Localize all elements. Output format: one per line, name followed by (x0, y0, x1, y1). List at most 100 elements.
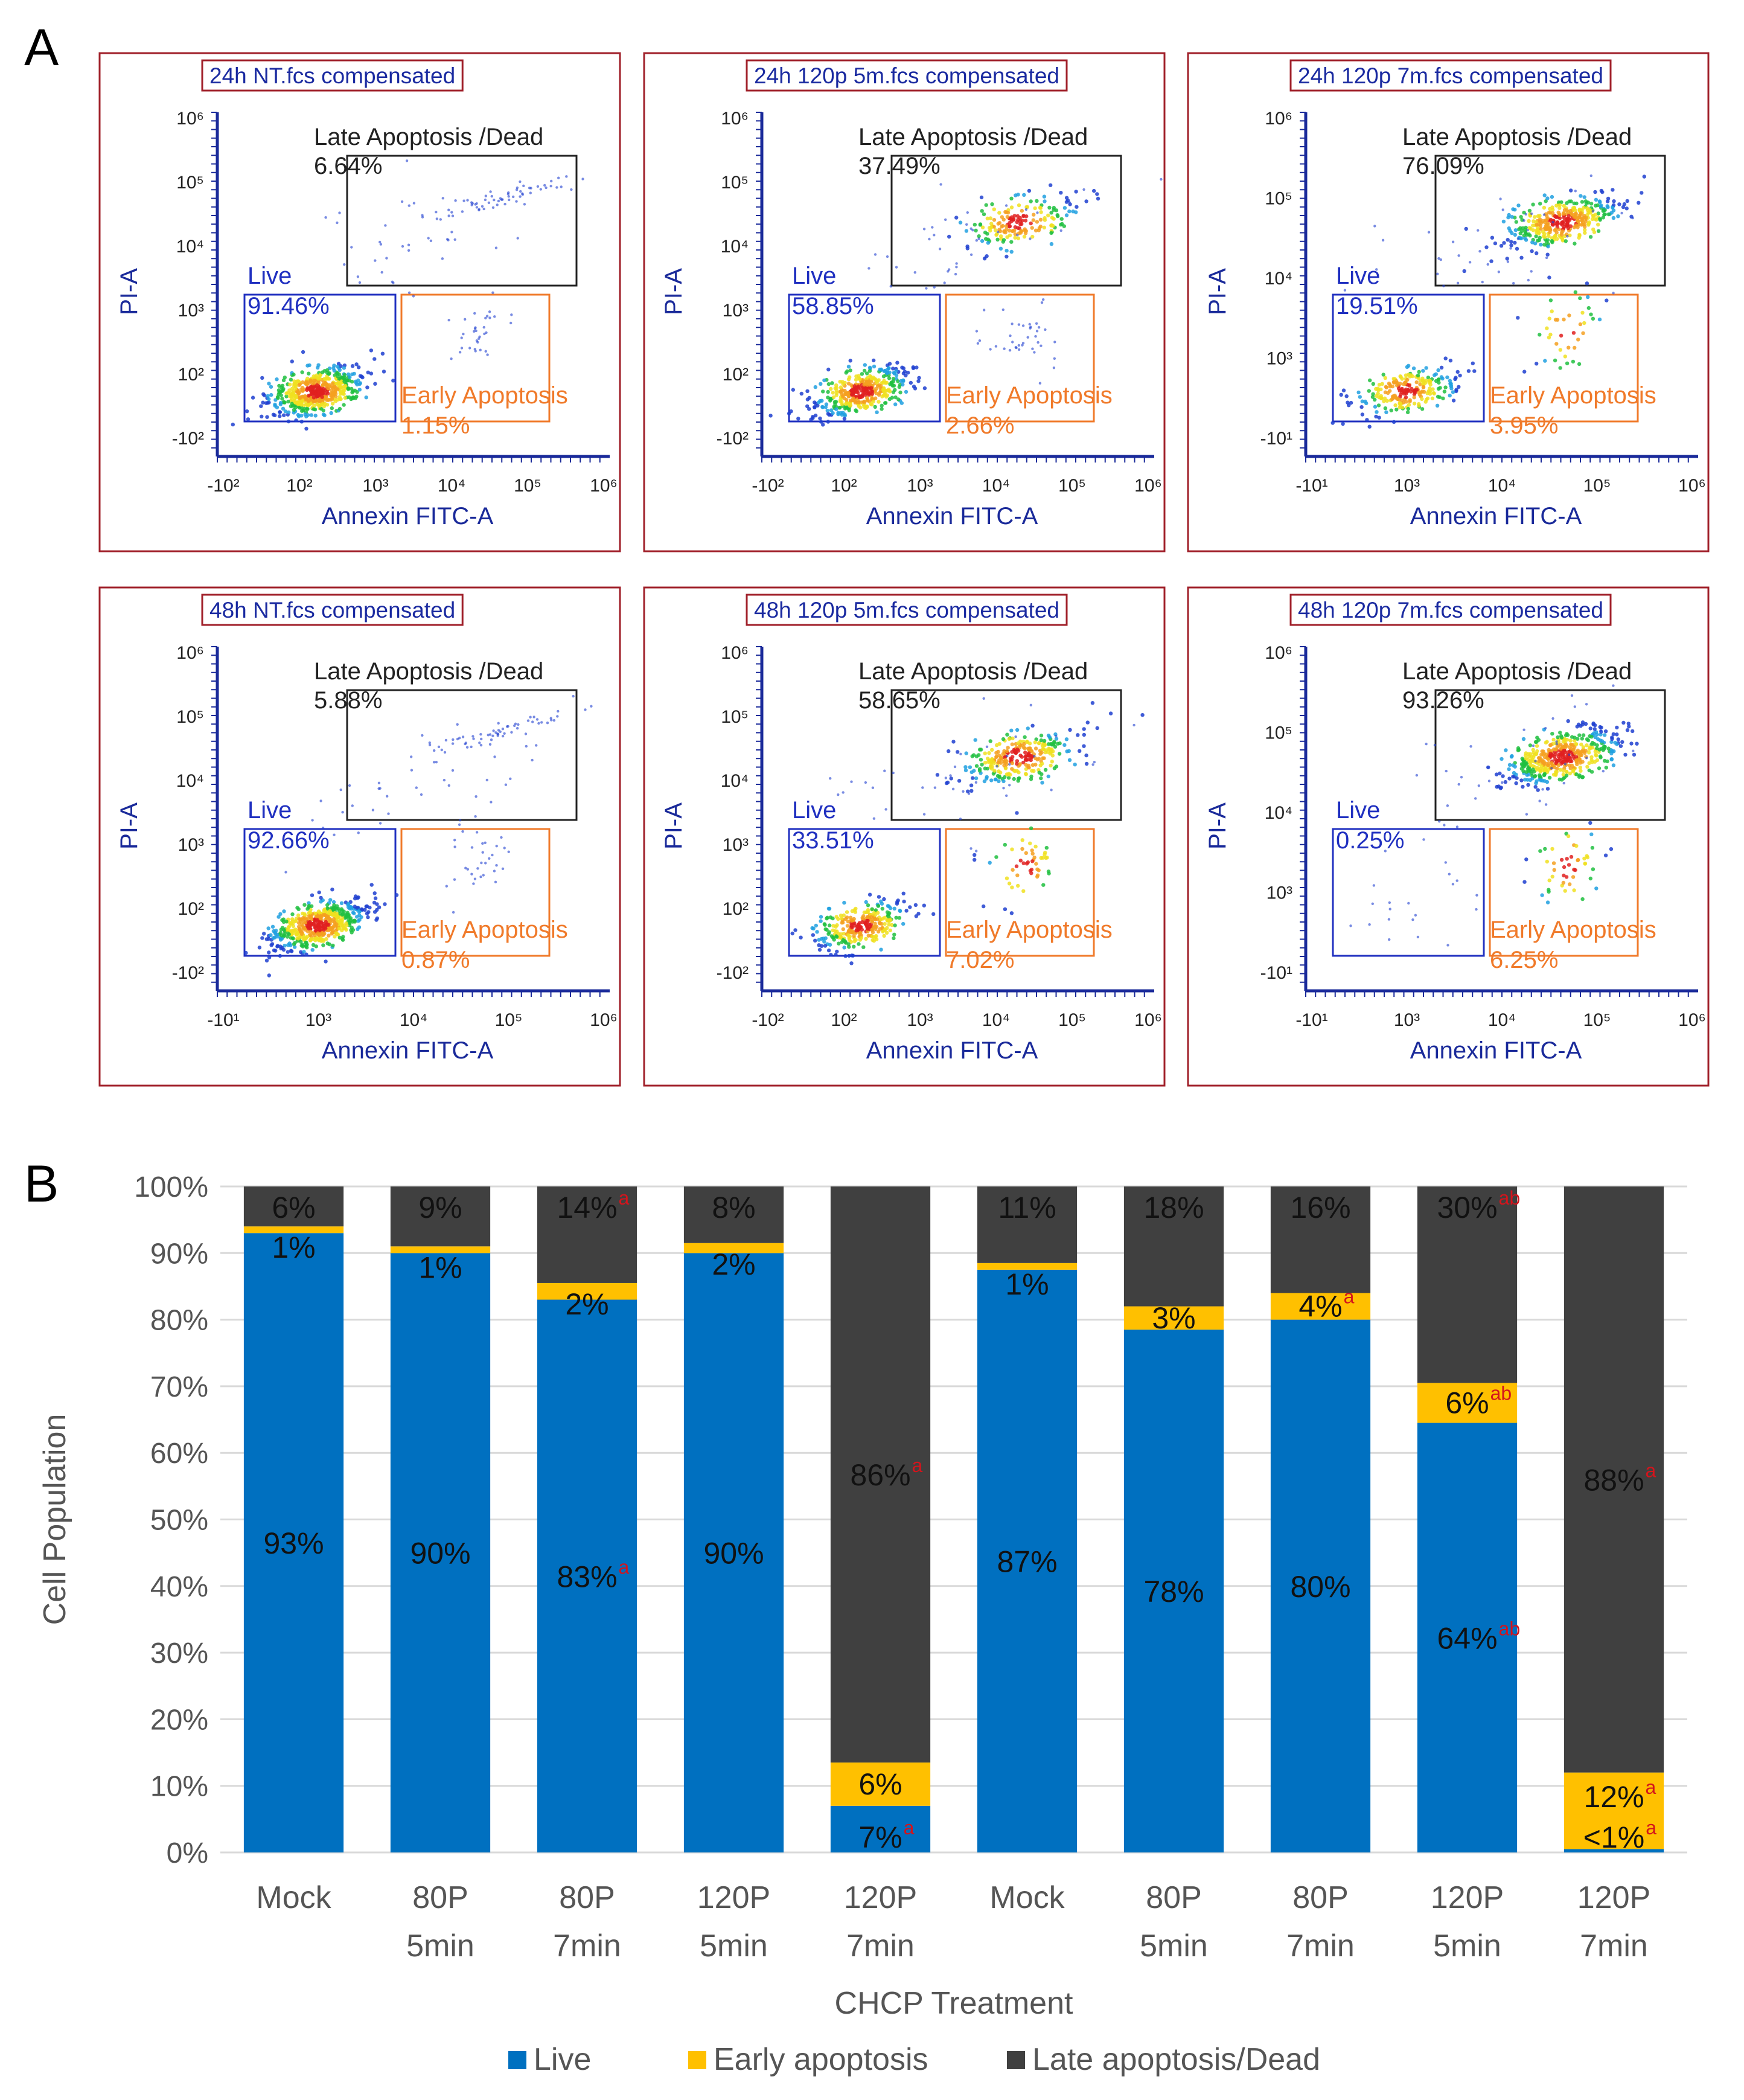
flow-event-dot (1016, 741, 1021, 746)
flow-event-dot (522, 184, 525, 187)
flow-event-dot (1029, 221, 1033, 226)
b-bar-superscript: a (619, 1556, 630, 1578)
flow-event-dot (1580, 219, 1584, 223)
flow-x-tick-label: -10² (752, 476, 784, 496)
flow-event-dot (1569, 746, 1574, 751)
flow-event-dot (315, 383, 319, 388)
flow-event-dot (1349, 924, 1352, 927)
flow-event-dot (880, 901, 884, 906)
flow-event-dot (451, 769, 455, 772)
flow-event-dot (1371, 382, 1375, 386)
flow-plot-title: 24h NT.fcs compensated (209, 63, 455, 88)
flow-event-dot (1033, 228, 1038, 232)
b-bar-late (1417, 1186, 1518, 1383)
flow-event-dot (875, 911, 880, 915)
flow-event-dot (293, 945, 297, 949)
flow-event-dot (1392, 380, 1396, 385)
flow-event-dot (300, 943, 305, 947)
flow-event-dot (1381, 238, 1385, 242)
flow-event-dot (1561, 769, 1566, 773)
flow-event-dot (1399, 398, 1404, 403)
flow-event-dot (276, 388, 281, 392)
flow-event-dot (470, 203, 473, 206)
flow-event-dot (1603, 733, 1607, 737)
flow-event-dot (1025, 205, 1030, 209)
flow-event-dot (451, 742, 455, 745)
flow-event-dot (1553, 773, 1558, 777)
flow-event-dot (1568, 738, 1573, 743)
flow-event-dot (307, 371, 311, 376)
flow-event-dot (506, 725, 509, 728)
flow-event-dot (333, 911, 337, 915)
flow-event-dot (1536, 738, 1541, 742)
flow-event-dot (992, 207, 997, 211)
flow-event-dot (1591, 867, 1595, 871)
flow-event-dot (894, 373, 899, 377)
flow-event-dot (1609, 757, 1614, 762)
flow-event-dot (969, 770, 974, 775)
flow-event-dot (984, 203, 988, 207)
flow-event-dot (846, 365, 851, 369)
flow-event-dot (846, 933, 851, 938)
flow-event-dot (1394, 396, 1399, 400)
flow-event-dot (322, 413, 327, 418)
flow-event-dot (973, 857, 977, 862)
flow-event-dot (862, 368, 867, 373)
flow-event-dot (971, 229, 974, 232)
flow-event-dot (1427, 380, 1431, 385)
flow-event-dot (901, 921, 906, 926)
flow-event-dot (963, 765, 968, 769)
b-y-tick-label: 10% (150, 1771, 208, 1803)
flow-event-dot (1040, 743, 1045, 748)
flow-event-dot (1510, 754, 1514, 758)
flow-event-dot (1577, 362, 1582, 367)
flow-event-dot (1565, 733, 1570, 737)
flow-event-dot (1640, 191, 1644, 195)
gate-late (890, 689, 1122, 821)
flow-event-dot (1530, 270, 1533, 273)
flow-event-dot (1384, 850, 1387, 853)
flow-event-dot (464, 742, 467, 746)
flow-event-dot (331, 382, 335, 386)
flow-event-dot (428, 743, 432, 747)
flow-event-dot (1004, 224, 1009, 228)
flow-event-dot (988, 216, 993, 220)
flow-event-dot (324, 959, 328, 964)
flow-event-dot (811, 415, 815, 419)
flow-event-dot (951, 787, 955, 791)
flow-event-dot (1579, 223, 1584, 227)
flow-event-dot (883, 401, 888, 405)
flow-event-dot (428, 741, 431, 744)
gate-early-pct: 3.95% (1490, 412, 1558, 439)
flow-event-dot (974, 764, 979, 768)
flow-event-dot (810, 926, 814, 930)
flow-event-dot (898, 390, 902, 395)
flow-event-dot (282, 932, 287, 936)
flow-event-dot (870, 907, 874, 911)
flow-event-dot (1376, 403, 1381, 408)
flow-event-dot (481, 851, 484, 854)
flow-event-dot (1612, 292, 1615, 295)
flow-event-dot (1375, 268, 1378, 271)
flow-event-dot (1458, 373, 1462, 378)
flow-event-dot (1545, 859, 1549, 864)
flow-event-dot (407, 291, 411, 294)
flow-event-dot (281, 406, 286, 411)
flow-event-dot (1064, 200, 1069, 204)
flow-event-dot (1038, 206, 1043, 210)
flow-x-tick-label: 10⁶ (590, 1010, 618, 1030)
flow-event-dot (1513, 208, 1517, 212)
flow-event-dot (885, 910, 890, 915)
flow-event-dot (1532, 219, 1536, 223)
flow-event-dot (1024, 758, 1029, 762)
flow-event-dot (887, 366, 891, 371)
flow-event-dot (1562, 203, 1566, 208)
flow-event-dot (1522, 370, 1527, 374)
flow-event-dot (1523, 762, 1527, 766)
flow-event-dot (328, 927, 332, 931)
flow-event-dot (1585, 281, 1589, 286)
flow-event-dot (405, 159, 409, 162)
flow-event-dot (269, 385, 273, 389)
flow-event-dot (845, 391, 850, 395)
flow-event-dot (1003, 907, 1008, 912)
